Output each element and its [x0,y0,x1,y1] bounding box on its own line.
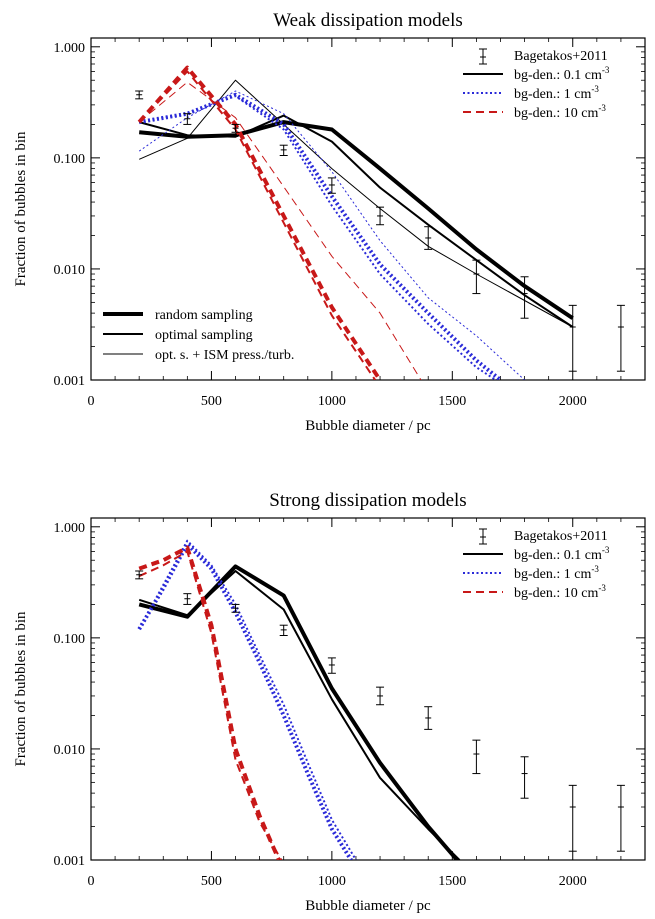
x-tick-label: 2000 [559,394,587,409]
obs-point [135,90,144,100]
series-line-0.1-ism [138,79,573,328]
legend-item: bg-den.: 0.1 cm-3 [463,65,610,83]
x-tick-label: 1500 [438,394,466,409]
legend-label: bg-den.: 0.1 cm-3 [514,65,610,83]
legend-label-superscript: -3 [591,564,599,574]
series-line-1-optimal [138,539,357,860]
obs-point [183,593,192,605]
y-tick-label: 0.010 [54,263,86,278]
obs-point [568,784,577,852]
chart-panel-2: Strong dissipation models 0 500 1000 1500 200… [13,490,646,914]
legend-item: bg-den.: 0.1 cm-3 [463,545,610,563]
y-tick-label: 0.100 [54,152,86,167]
obs-point [376,686,385,706]
legend-item: opt. s. + ISM press./turb. [103,348,294,363]
x-axis-label: Bubble diameter / pc [305,418,431,434]
x-tick-label: 0 [88,874,95,889]
series-line-0.1-optimal [138,570,461,860]
legend-label: bg-den.: 0.1 cm-3 [514,545,610,563]
x-tick-label: 1000 [318,394,346,409]
obs-point [231,123,240,133]
series-line-10-optimal [138,550,283,860]
series-group [137,539,461,860]
obs-point [568,304,577,372]
legend-item: bg-den.: 1 cm-3 [463,564,599,582]
obs-point [327,657,336,674]
x-tick-label: 1500 [438,874,466,889]
legend-label: optimal sampling [155,328,253,343]
obs-point [472,259,481,295]
chart-panel-1: Weak dissipation models 0 500 1000 1500 2000 0… [13,10,646,434]
obs-point [424,706,433,730]
obs-point [520,276,529,319]
series-line-0.1-random [139,120,574,320]
series-line-1-optimal [139,95,497,380]
legend-label: opt. s. + ISM press./turb. [155,348,294,363]
legend-label: bg-den.: 10 cm-3 [514,103,606,121]
y-tick-label: 1.000 [54,41,86,56]
legend-label-superscript: -3 [602,545,610,555]
obs-point [279,144,288,157]
legend-item: bg-den.: 10 cm-3 [463,583,606,601]
legend-bottom-left: random sampling optimal sampling opt. s. +… [103,308,294,363]
x-tick-label: 1000 [318,874,346,889]
obs-point [472,739,481,775]
x-tick-label: 2000 [559,874,587,889]
legend-label: Bagetakos+2011 [514,529,608,544]
y-tick-label: 0.001 [54,374,86,389]
legend-item: bg-den.: 1 cm-3 [463,84,599,102]
legend-label: bg-den.: 1 cm-3 [514,84,599,102]
obs-point [424,226,433,250]
obs-point [231,603,240,613]
legend-label-superscript: -3 [602,65,610,75]
series-line-1-ism [138,90,525,380]
legend-label: bg-den.: 1 cm-3 [514,564,599,582]
chart-title: Strong dissipation models [269,490,466,511]
legend-label-superscript: -3 [598,583,606,593]
series-line-10-optimal [138,70,377,380]
legend-label: random sampling [155,308,253,323]
plot-frame [90,37,646,381]
x-axis-label: Bubble diameter / pc [305,898,431,914]
obs-point [376,206,385,226]
y-tick-label: 1.000 [54,521,86,536]
obs-point [520,756,529,799]
obs-point [616,304,625,372]
series-line-0.1-optimal [138,114,574,328]
series-line-0.1-random [138,564,459,860]
legend-item: random sampling [103,308,253,323]
series-line-1-random [137,542,353,860]
y-tick-label: 0.100 [54,632,86,647]
legend-label: bg-den.: 10 cm-3 [514,583,606,601]
y-tick-label: 0.001 [54,854,86,869]
legend-label-superscript: -3 [591,84,599,94]
x-tick-label: 500 [201,394,222,409]
obs-point [616,784,625,852]
series-line-10-random [137,65,382,380]
x-tick-label: 500 [201,874,222,889]
legend-label: Bagetakos+2011 [514,49,608,64]
obs-point [279,624,288,637]
chart-title: Weak dissipation models [273,10,463,31]
series-line-1-random [138,92,502,380]
y-axis-label: Fraction of bubbles in bin [13,611,29,766]
series-line-10-ism [138,81,422,380]
obs-point [183,113,192,125]
obs-point [327,177,336,194]
obs-point [135,570,144,580]
legend-item: bg-den.: 10 cm-3 [463,103,606,121]
series-group [137,65,574,380]
x-tick-label: 0 [88,394,95,409]
y-tick-label: 0.010 [54,743,86,758]
series-line-10-random [138,545,281,860]
y-axis-label: Fraction of bubbles in bin [13,131,29,286]
legend-item: optimal sampling [103,328,253,343]
plot-frame [90,517,646,861]
legend-item: Bagetakos+2011 [479,528,608,545]
legend-label-superscript: -3 [598,103,606,113]
legend-item: Bagetakos+2011 [479,48,608,65]
